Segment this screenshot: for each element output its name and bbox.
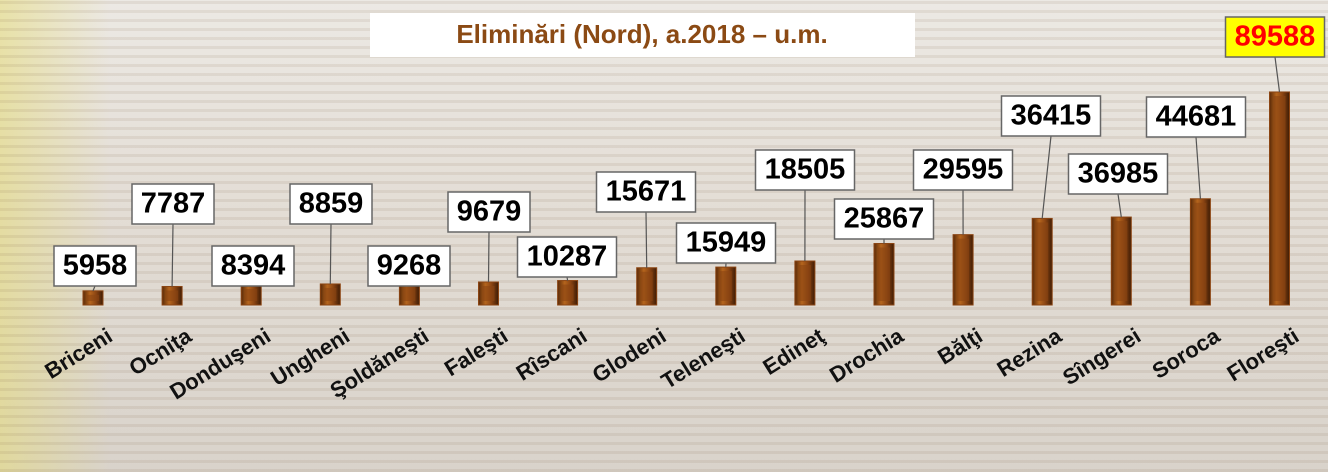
leader-line (172, 224, 173, 286)
bar-bevel (562, 285, 574, 301)
x-tick-label: Floreşti (1223, 323, 1304, 386)
bar-bevel (483, 286, 495, 301)
bar-bevel (1036, 222, 1048, 301)
leader-line (489, 232, 490, 282)
value-label: 7787 (141, 188, 206, 220)
value-label: 5958 (63, 250, 128, 282)
bar-bevel (324, 288, 336, 301)
value-label: 15671 (606, 176, 687, 208)
slide: Eliminări (Nord), a.2018 – u.m. 5958 Bric… (0, 0, 1328, 472)
x-tick-label: Sîngerei (1058, 323, 1145, 390)
bar-bevel (245, 289, 257, 301)
bar-bevel (641, 272, 653, 301)
x-tick-label: Edineţ (758, 323, 829, 380)
leader-line (1042, 136, 1051, 218)
bar-bevel (1194, 203, 1206, 301)
value-label: 10287 (527, 241, 608, 273)
x-tick-label: Rîscani (512, 323, 592, 386)
x-tick-label: Faleşti (440, 323, 512, 381)
leader-line (1118, 194, 1121, 217)
value-label: 89588 (1235, 21, 1316, 53)
bar-bevel (799, 265, 811, 301)
leader-line (646, 212, 647, 268)
value-label: 9268 (377, 250, 442, 282)
value-label: 15949 (686, 227, 767, 259)
x-tick-label: Soroca (1148, 323, 1225, 384)
leader-line (330, 224, 331, 284)
bar-bevel (166, 290, 178, 301)
leader-line (1275, 57, 1280, 92)
bar-bevel (720, 271, 732, 301)
value-label: 9679 (457, 196, 522, 228)
chart: Eliminări (Nord), a.2018 – u.m. 5958 Bric… (0, 0, 1328, 472)
chart-title: Eliminări (Nord), a.2018 – u.m. (456, 19, 827, 49)
x-tick-label: Bălţi (933, 323, 987, 369)
bar-bevel (878, 247, 890, 301)
value-label: 29595 (923, 154, 1004, 186)
bar-bevel (1115, 221, 1127, 301)
x-tick-label: Briceni (40, 323, 117, 384)
x-tick-label: Drochia (825, 323, 908, 388)
value-label: 36415 (1011, 100, 1092, 132)
value-label: 8859 (299, 188, 364, 220)
x-tick-label: Rezina (993, 323, 1067, 382)
bar-bevel (87, 295, 99, 301)
x-tick-label: Glodeni (588, 323, 671, 388)
value-label: 8394 (221, 250, 286, 282)
bar-bevel (957, 239, 969, 301)
value-label: 25867 (844, 203, 925, 235)
value-label: 36985 (1078, 158, 1159, 190)
bar-bevel (403, 287, 415, 301)
value-label: 44681 (1156, 101, 1237, 133)
value-label: 18505 (765, 154, 846, 186)
leader-line (1196, 137, 1200, 199)
x-tick-label: Teleneşti (657, 323, 750, 394)
bar-bevel (1274, 96, 1286, 301)
